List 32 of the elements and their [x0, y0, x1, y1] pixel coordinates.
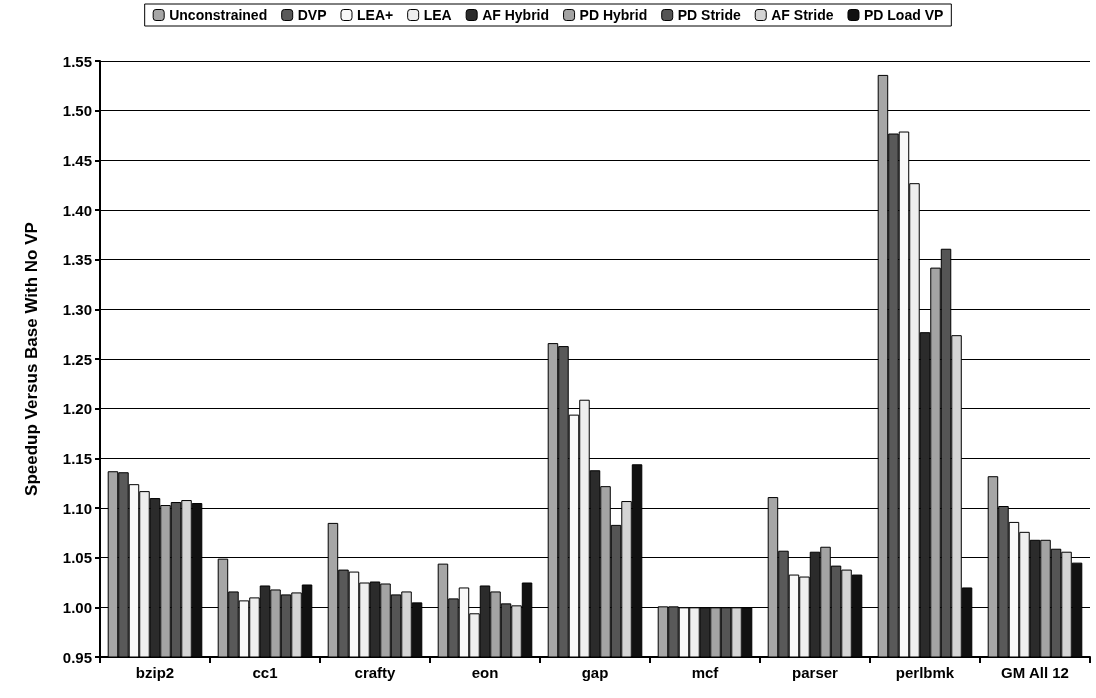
y-axis-title: Speedup Versus Base With No VP: [22, 222, 41, 496]
legend-label: LEA+: [356, 7, 394, 23]
legend-label: PD Hybrid: [579, 7, 648, 23]
legend-label: AF Hybrid: [482, 7, 550, 23]
y-tick-label: 1.15: [62, 449, 92, 467]
legend-label: PD Load VP: [863, 7, 944, 23]
x-tick-label: gap: [581, 664, 609, 681]
y-tick-label: 0.95: [62, 648, 92, 666]
y-tick-label: 1.30: [62, 300, 92, 318]
x-tick-label: perlbmk: [895, 664, 955, 681]
legend-label: AF Stride: [771, 7, 834, 23]
y-tick-label: 1.20: [62, 400, 92, 418]
legend-label: Unconstrained: [169, 7, 268, 23]
y-tick-label: 1.10: [62, 499, 92, 517]
y-tick-label: 1.00: [62, 598, 92, 616]
legend-label: PD Stride: [677, 7, 741, 23]
x-tick-label: parser: [792, 664, 839, 681]
legend-label: LEA: [423, 7, 452, 23]
x-tick-label: bzip2: [135, 664, 175, 681]
y-tick-label: 1.45: [62, 151, 92, 169]
x-tick-label: eon: [471, 664, 499, 681]
y-tick-label: 1.25: [62, 350, 92, 368]
y-tick-label: 1.55: [62, 52, 92, 70]
x-tick-label: cc1: [252, 664, 278, 681]
legend-label: DVP: [297, 7, 327, 23]
y-tick-label: 1.50: [62, 102, 92, 120]
y-tick-label: 1.35: [62, 251, 92, 269]
x-tick-label: mcf: [691, 664, 720, 681]
x-tick-label: crafty: [354, 664, 397, 681]
y-tick-label: 1.40: [62, 201, 92, 219]
x-tick-label: GM All 12: [1001, 664, 1069, 681]
y-tick-label: 1.05: [62, 549, 92, 567]
